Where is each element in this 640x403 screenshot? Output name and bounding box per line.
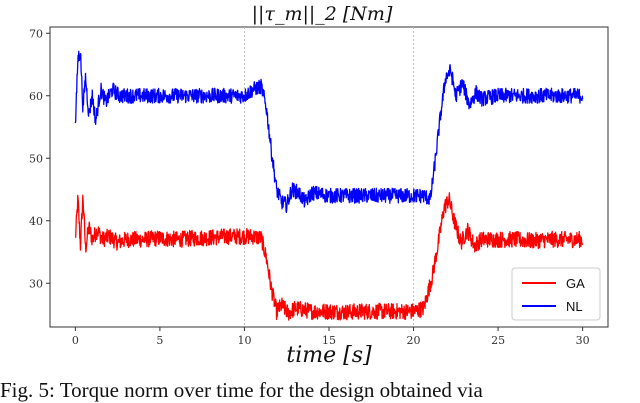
series-layer	[74, 50, 584, 321]
x-tick-label: 5	[156, 334, 163, 347]
x-axis-ticks: 0 5 10 15 20 25 30	[72, 327, 590, 347]
y-tick-label: 70	[29, 27, 43, 40]
x-axis-label: time [s]	[286, 343, 372, 368]
torque-norm-chart: 0 5 10 15 20 25 30 30 40 50 60 70 ||τ_m||_2 [Nm] t…	[29, 3, 609, 368]
x-tick-label: 20	[407, 334, 421, 347]
figure-caption: Fig. 5: Torque norm over time for the de…	[0, 378, 483, 402]
series-line-nl	[74, 50, 584, 214]
y-axis-ticks: 30 40 50 60 70	[29, 27, 50, 290]
x-tick-label: 25	[491, 334, 505, 347]
legend-ga-label: GA	[566, 276, 585, 291]
x-tick-label: 30	[576, 334, 590, 347]
y-tick-label: 30	[29, 277, 43, 290]
legend: GA NL	[511, 267, 601, 321]
legend-box	[511, 267, 601, 321]
x-tick-label: 10	[237, 334, 251, 347]
grid-lines	[243, 27, 415, 327]
chart-title: ||τ_m||_2 [Nm]	[252, 3, 393, 25]
y-tick-label: 50	[29, 152, 43, 165]
x-tick-label: 0	[72, 334, 79, 347]
series-line-ga	[74, 192, 584, 321]
y-tick-label: 60	[29, 90, 43, 103]
x-tick-label: 15	[322, 334, 336, 347]
y-tick-label: 40	[29, 215, 43, 228]
legend-nl-label: NL	[566, 299, 583, 314]
